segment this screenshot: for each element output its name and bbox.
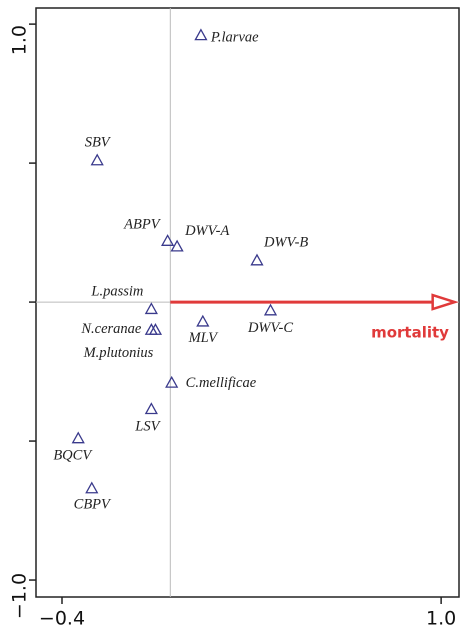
point-marker xyxy=(85,481,99,494)
point-label: C.mellificae xyxy=(186,375,257,391)
point-marker xyxy=(71,431,85,444)
point-label: M.plutonius xyxy=(83,345,154,361)
point-marker xyxy=(90,153,104,166)
point-label: CBPV xyxy=(74,497,112,513)
point-marker xyxy=(165,375,179,388)
point-label: N.ceranae xyxy=(80,321,142,337)
point-marker xyxy=(144,402,158,415)
arrow-head xyxy=(431,293,459,311)
x-tick-label: −0.4 xyxy=(39,608,85,630)
point-marker xyxy=(144,302,158,315)
point-label: DWV-B xyxy=(263,235,308,251)
point-label: MLV xyxy=(188,330,220,346)
point-marker xyxy=(170,239,184,252)
point-label: P.larvae xyxy=(210,30,259,46)
point-label: LSV xyxy=(134,418,161,434)
y-tick-label: −1.0 xyxy=(9,573,31,619)
point-marker xyxy=(194,28,208,41)
point-marker xyxy=(148,323,163,335)
point-label: BQCV xyxy=(53,448,93,464)
point-marker xyxy=(196,314,210,327)
y-tick-label: 1.0 xyxy=(9,25,31,55)
point-label: SBV xyxy=(85,135,112,151)
point-marker xyxy=(263,303,278,316)
x-tick-label: 1.0 xyxy=(426,608,456,630)
point-label: L.passim xyxy=(90,283,143,299)
point-marker xyxy=(161,234,175,246)
point-label: ABPV xyxy=(123,216,162,232)
point-label: DWV-A xyxy=(184,223,229,239)
arrow-label: mortality xyxy=(371,324,449,342)
point-marker xyxy=(250,253,264,266)
point-label: DWV-C xyxy=(247,320,293,336)
